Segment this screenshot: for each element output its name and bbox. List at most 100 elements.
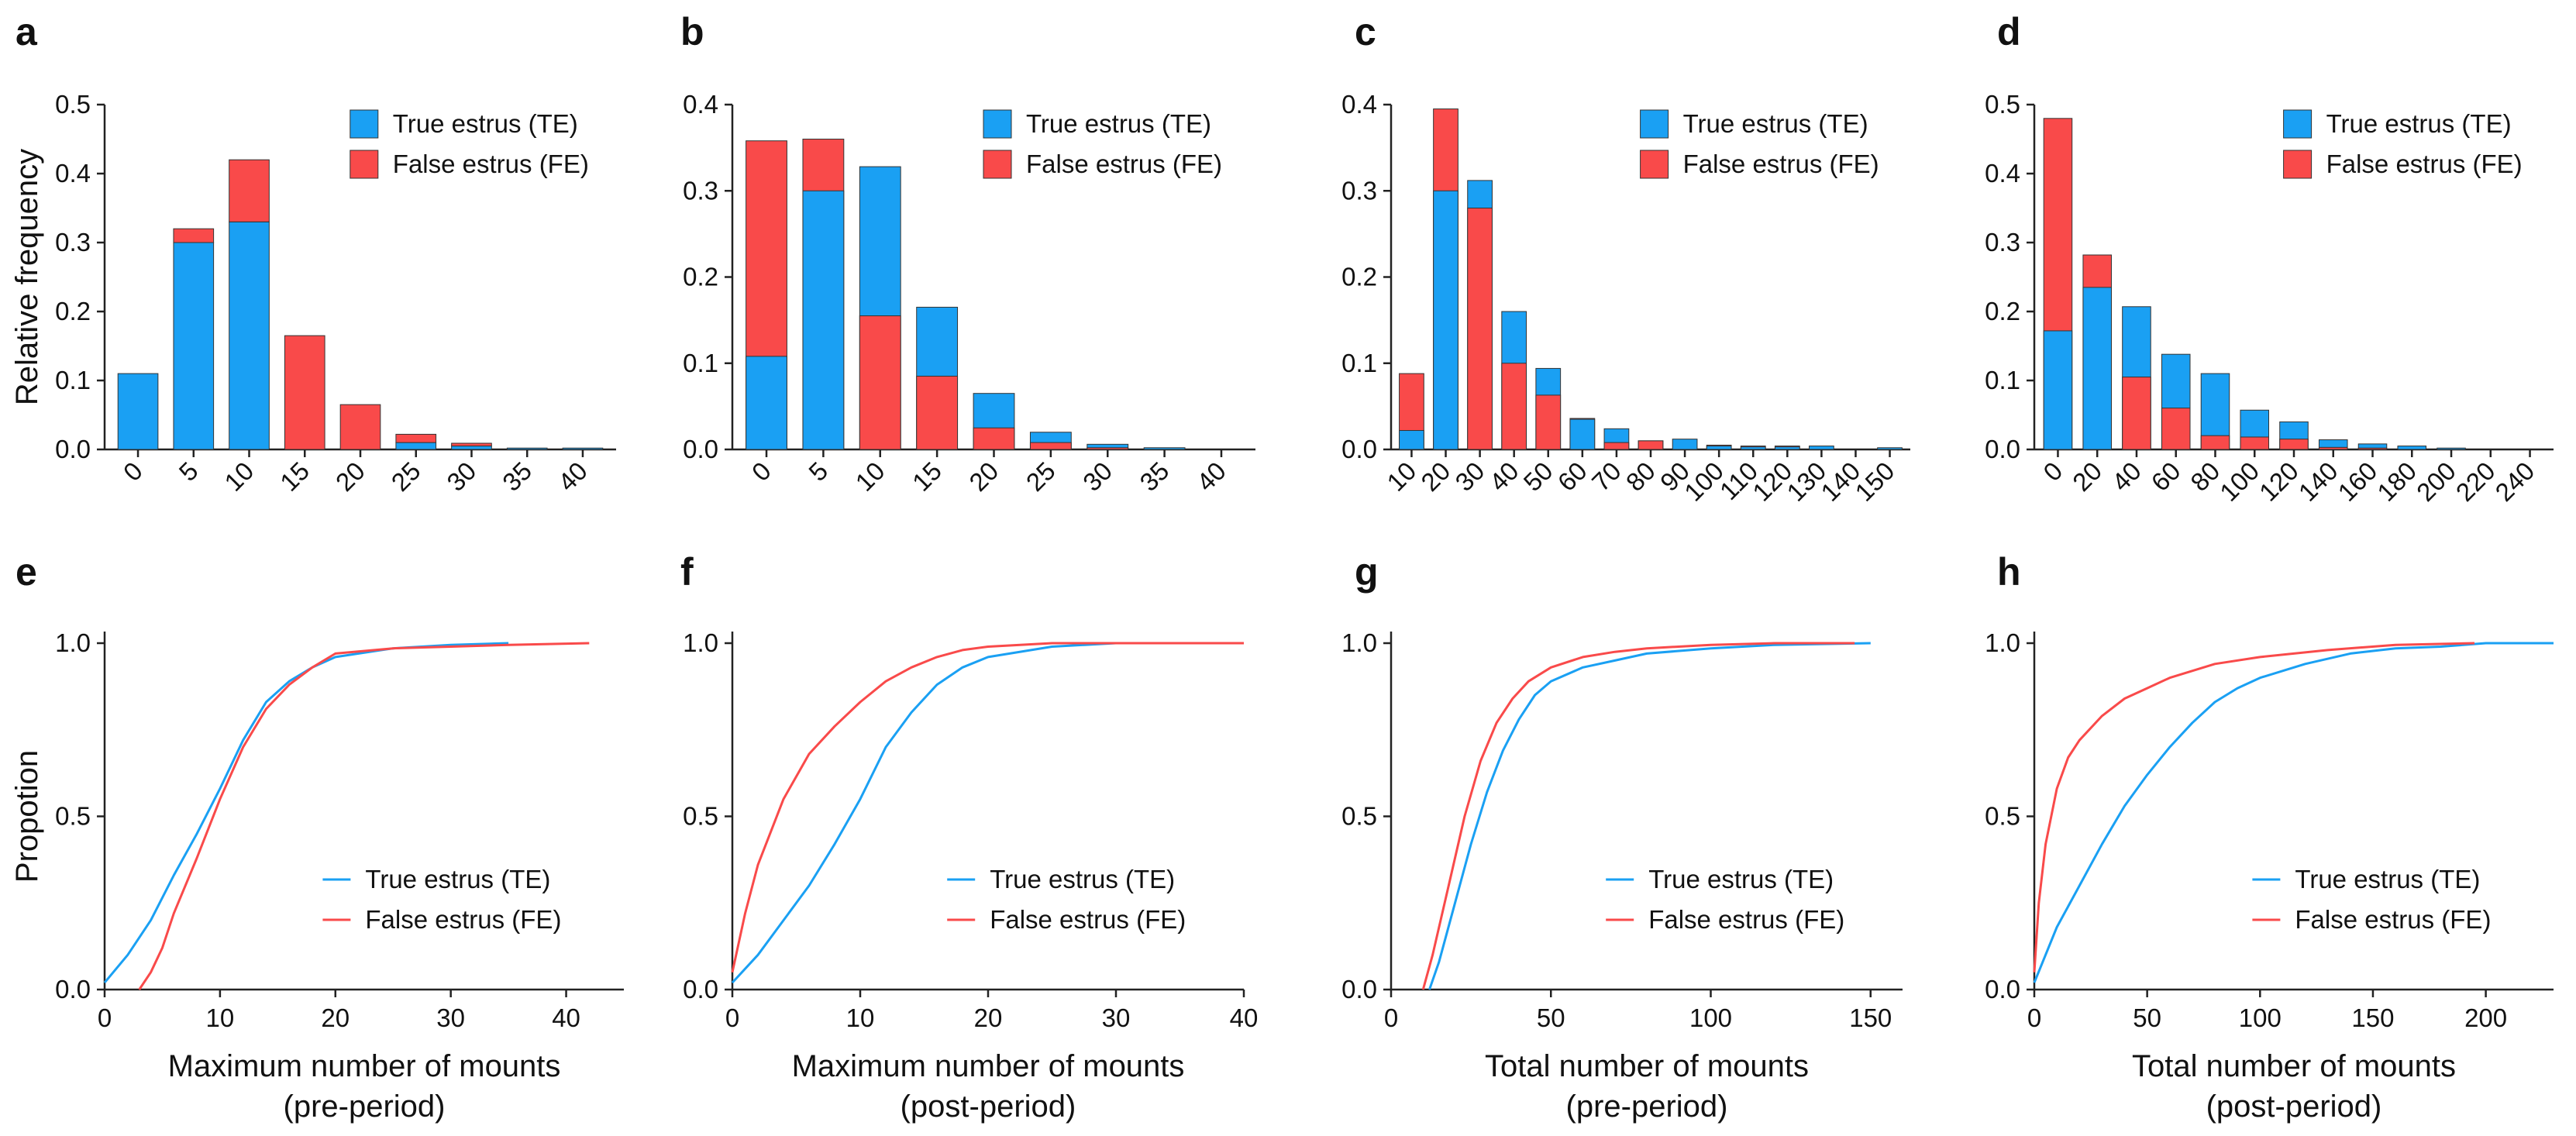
x-tick-label: 20 — [330, 456, 370, 497]
x-axis-title-line-2: (post-period) — [901, 1090, 1076, 1124]
x-axis-title-line-1: Maximum number of mounts — [168, 1049, 561, 1083]
x-tick-label: 100 — [2214, 456, 2264, 507]
legend-swatch-fe — [2283, 150, 2313, 179]
y-tick-label: 0.0 — [1985, 975, 2020, 1003]
x-tick-label: 10 — [846, 1003, 875, 1032]
y-tick-label: 1.0 — [683, 628, 718, 657]
series-line-fe — [731, 642, 1244, 973]
x-tick-label: 220 — [2450, 456, 2501, 507]
bar-te-100 — [1706, 446, 1732, 450]
x-axis-title-line-1: Total number of mounts — [2132, 1049, 2456, 1083]
series-line-fe — [138, 642, 590, 990]
panel-c: c0.00.10.20.30.4102030405060708090100110… — [1341, 10, 1910, 507]
y-tick-label: 0.5 — [1985, 802, 2020, 831]
legend-label-te: True estrus (TE) — [990, 865, 1175, 893]
bar-fe-15 — [916, 375, 959, 450]
bar-fe-70 — [1603, 442, 1630, 450]
bar-te-120 — [1774, 446, 1800, 450]
bar-te-130 — [1809, 446, 1834, 450]
panel-d: d0.00.10.20.30.40.5020406080100120140160… — [1985, 10, 2554, 507]
x-axis-title-line-2: (pre-period) — [284, 1090, 446, 1124]
bar-te-40 — [562, 447, 604, 450]
bar-fe-5 — [173, 228, 215, 243]
y-tick-label: 0.0 — [55, 975, 91, 1003]
x-tick-label: 20 — [321, 1003, 350, 1032]
legend-label-te: True estrus (TE) — [1026, 109, 1211, 138]
panel-letter-d: d — [1997, 10, 2021, 53]
bar-fe-60 — [2161, 408, 2191, 450]
y-tick-label: 0.3 — [1985, 228, 2020, 256]
x-tick-label: 20 — [963, 456, 1004, 497]
bar-fe-160 — [2357, 447, 2388, 450]
legend-label-te: True estrus (TE) — [393, 109, 578, 138]
y-tick-label: 0.3 — [55, 228, 91, 256]
y-tick-label: 0.5 — [1341, 802, 1377, 831]
y-tick-label: 0.0 — [55, 435, 91, 463]
y-tick-label: 0.2 — [1341, 263, 1377, 291]
x-tick-label: 200 — [2411, 456, 2461, 507]
bar-fe-15 — [284, 335, 325, 450]
x-tick-label: 35 — [1134, 456, 1174, 497]
x-axis-title-line-2: (pre-period) — [1566, 1090, 1728, 1124]
bar-fe-40 — [2122, 377, 2151, 450]
legend-label-fe: False estrus (FE) — [1026, 150, 1222, 178]
y-tick-label: 0.5 — [1985, 90, 2020, 119]
y-tick-label: 0.2 — [683, 263, 718, 291]
x-tick-label: 150 — [2351, 1003, 2394, 1032]
panel-letter-b: b — [680, 10, 704, 53]
legend-label-fe: False estrus (FE) — [1683, 150, 1879, 178]
panel-letter-e: e — [15, 550, 37, 594]
legend-label-te: True estrus (TE) — [2326, 109, 2512, 138]
legend-label-te: True estrus (TE) — [365, 865, 550, 893]
x-tick-label: 0 — [98, 1003, 112, 1032]
panel-letter-c: c — [1355, 10, 1376, 53]
x-tick-label: 30 — [441, 456, 481, 497]
y-tick-label: 1.0 — [1985, 628, 2020, 657]
x-axis-title-line-2: (post-period) — [2206, 1090, 2382, 1124]
y-tick-label: 0.3 — [683, 176, 718, 205]
x-tick-label: 150 — [1849, 1003, 1892, 1032]
legend-label-fe: False estrus (FE) — [393, 150, 589, 178]
bar-te-180 — [2397, 446, 2427, 450]
bar-te-35 — [506, 447, 548, 450]
legend-swatch-te — [2283, 109, 2313, 139]
bar-te-20 — [1433, 190, 1458, 450]
x-tick-label: 50 — [1537, 1003, 1565, 1032]
legend-label-fe: False estrus (FE) — [990, 905, 1186, 934]
x-axis-title-line-1: Total number of mounts — [1485, 1049, 1809, 1083]
legend-swatch-te — [1640, 109, 1669, 139]
bar-te-30 — [451, 446, 492, 450]
bar-fe-20 — [973, 427, 1015, 450]
x-tick-label: 40 — [552, 1003, 580, 1032]
x-tick-label: 140 — [2293, 456, 2344, 507]
panel-h: h 0.0 0.5 1.0 0 50 100 150 200 Total number of mo… — [1985, 550, 2554, 1124]
x-tick-label: 40 — [1230, 1003, 1259, 1032]
y-axis-title: Relative frequency — [10, 149, 44, 405]
bar-te-60 — [1569, 418, 1596, 450]
bar-fe-40 — [1501, 363, 1527, 450]
x-tick-label: 0 — [2027, 1003, 2041, 1032]
x-tick-label: 40 — [553, 456, 593, 497]
x-tick-label: 30 — [436, 1003, 465, 1032]
bar-te-10 — [1399, 430, 1424, 450]
x-tick-label: 40 — [2106, 456, 2147, 497]
x-tick-label: 5 — [174, 456, 204, 487]
x-tick-label: 180 — [2371, 456, 2422, 507]
y-tick-label: 0.4 — [683, 90, 718, 119]
y-tick-label: 0.1 — [1985, 366, 2020, 394]
x-tick-label: 15 — [274, 456, 315, 497]
x-tick-label: 0 — [746, 456, 777, 487]
bar-te-90 — [1672, 439, 1698, 450]
x-tick-label: 10 — [219, 456, 259, 497]
y-axis-title: Propotion — [10, 750, 44, 883]
legend-label-fe: False estrus (FE) — [365, 905, 561, 934]
bar-fe-100 — [2240, 436, 2270, 450]
y-tick-label: 0.1 — [1341, 349, 1377, 377]
y-tick-label: 0.1 — [55, 366, 91, 394]
bar-fe-30 — [1467, 208, 1493, 450]
panel-e: e 0.0 0.5 1.0 0 10 20 30 40 Maximum number of mou… — [10, 550, 624, 1124]
bar-fe-25 — [395, 433, 437, 443]
y-tick-label: 0.5 — [683, 802, 718, 831]
x-tick-label: 5 — [803, 456, 833, 487]
x-tick-label: 50 — [2133, 1003, 2161, 1032]
